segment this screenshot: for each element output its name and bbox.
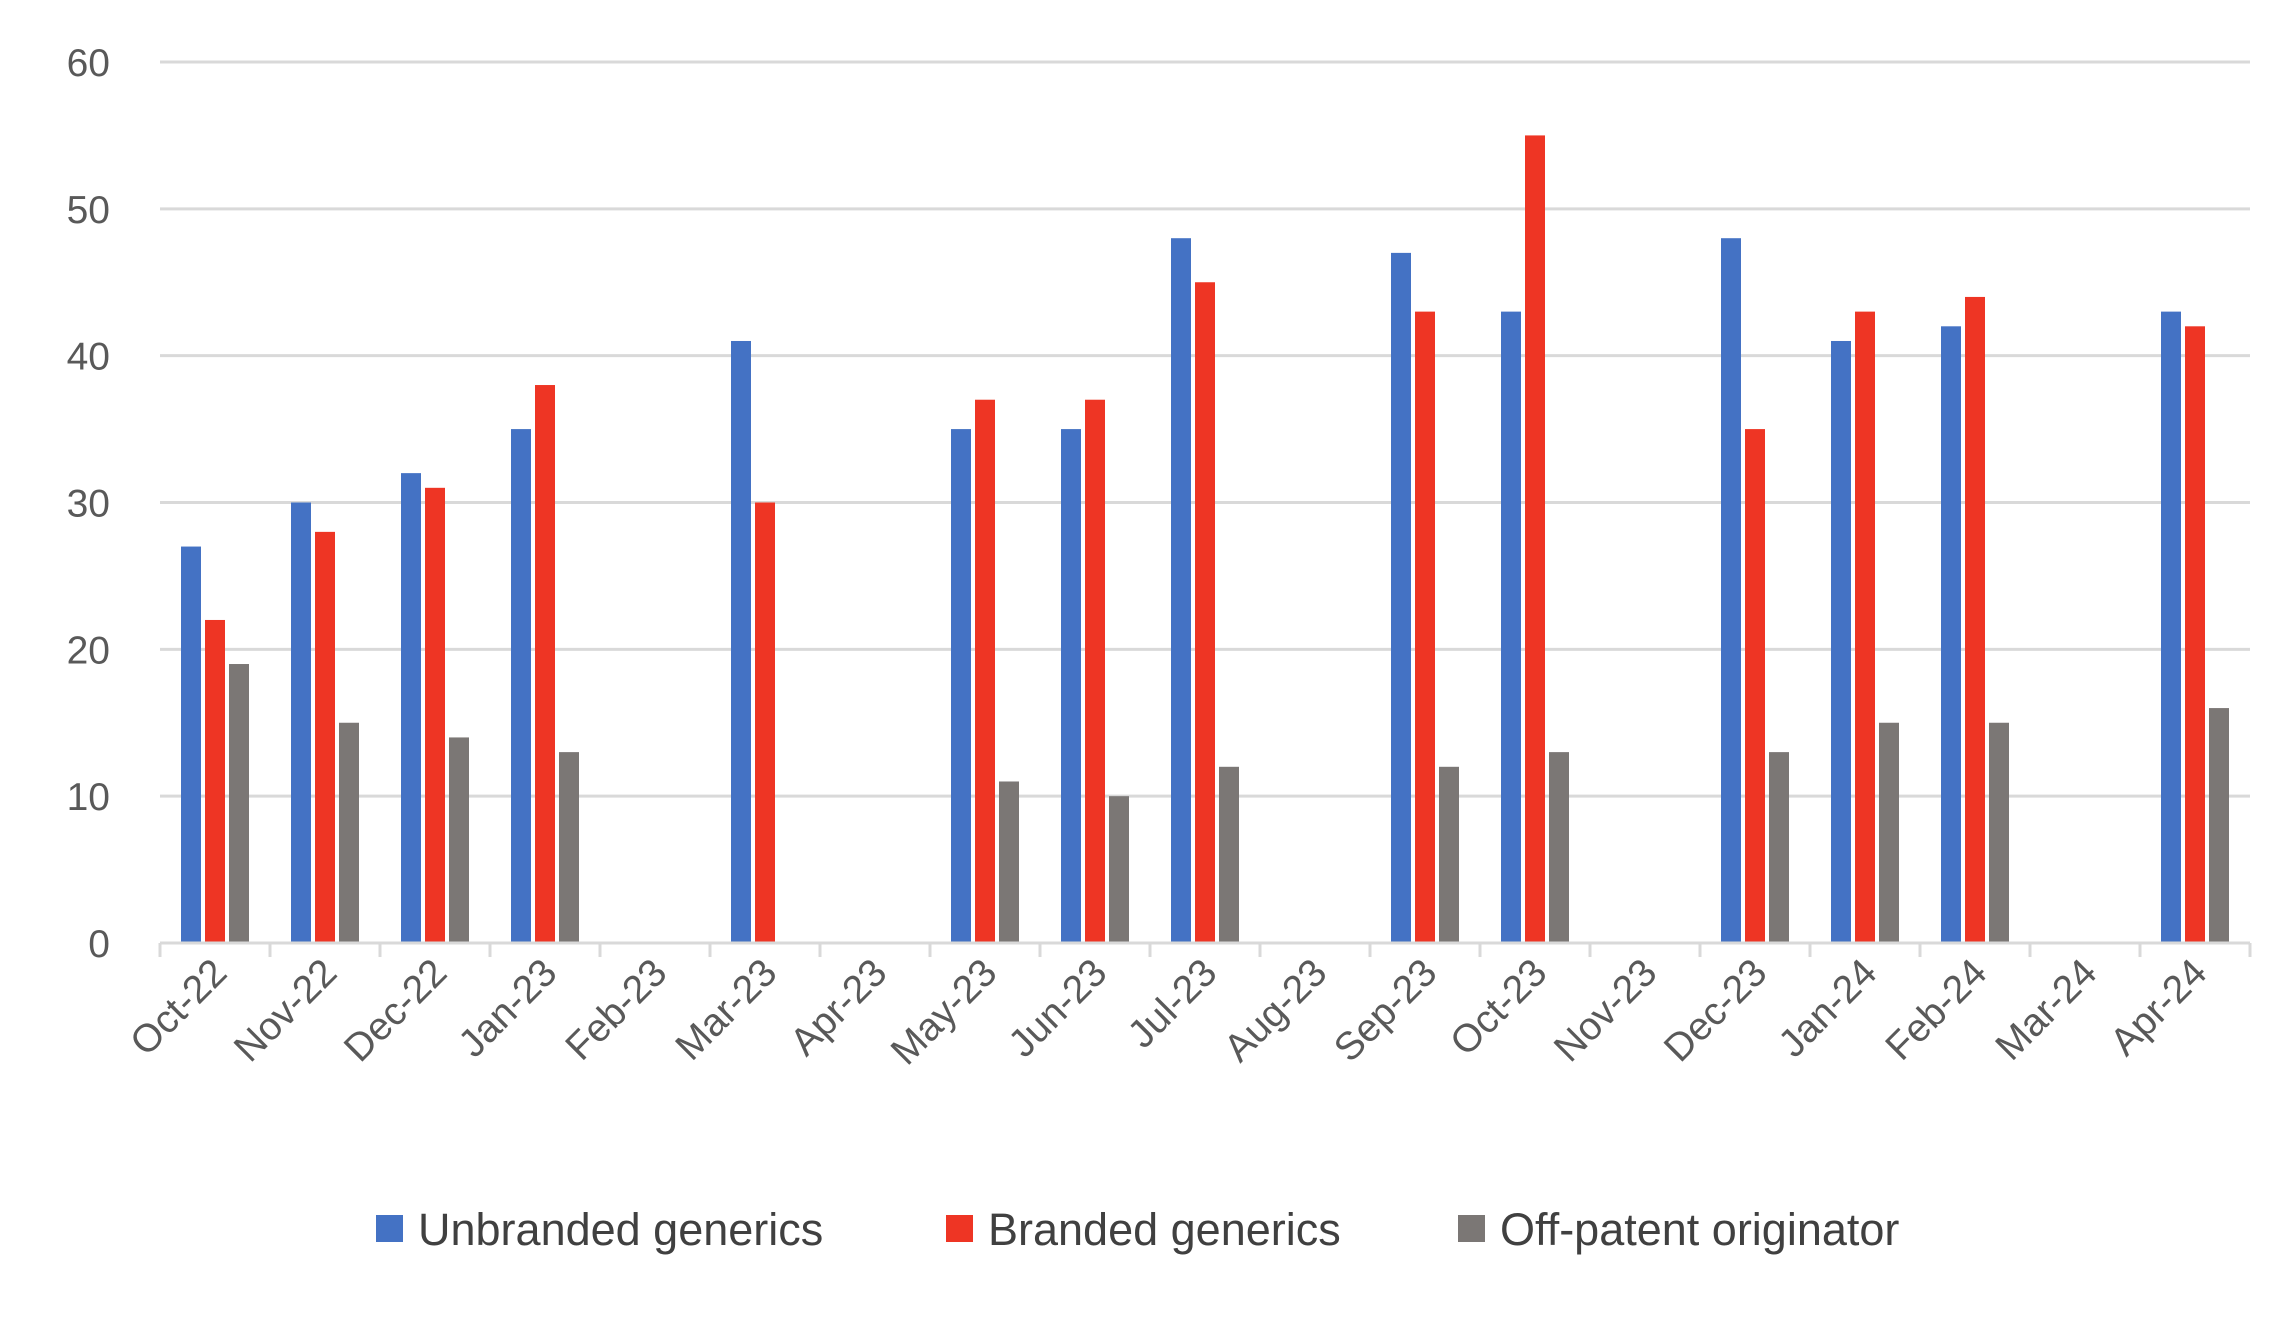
x-tick-label: Apr-23 [782, 951, 895, 1064]
x-tick-label: Dec-23 [1656, 951, 1775, 1070]
y-axis-ticks: 0 10 20 30 40 50 60 [67, 42, 110, 966]
bar-branded-generics [425, 487, 445, 943]
legend-swatch [946, 1215, 973, 1242]
legend-swatch [1458, 1215, 1485, 1242]
bar-off-patent-originator [1439, 766, 1459, 943]
x-tick-label: Jul-23 [1120, 951, 1226, 1057]
bar-branded-generics [535, 385, 555, 943]
bar-off-patent-originator [999, 781, 1019, 943]
x-tick-label: Sep-23 [1326, 951, 1445, 1070]
legend-label: Unbranded generics [418, 1204, 823, 1255]
x-axis-ticks: Oct-22Nov-22Dec-22Jan-23Feb-23Mar-23Apr-… [122, 951, 2215, 1073]
legend-label: Branded generics [988, 1204, 1341, 1255]
bar-unbranded-generics [1061, 429, 1081, 943]
bar-off-patent-originator [339, 722, 359, 943]
y-tick-label: 50 [67, 189, 110, 232]
y-tick-label: 10 [67, 776, 110, 819]
bar-off-patent-originator [229, 664, 249, 943]
bar-unbranded-generics [291, 502, 311, 943]
bar-unbranded-generics [1721, 238, 1741, 943]
y-tick-label: 30 [67, 483, 110, 526]
legend-label: Off-patent originator [1500, 1204, 1899, 1255]
x-tick-label: Jan-23 [451, 951, 566, 1066]
x-tick-label: May-23 [883, 951, 1005, 1073]
y-tick-label: 0 [88, 923, 110, 966]
x-tick-label: Feb-23 [558, 951, 676, 1069]
x-tick-label: Oct-22 [122, 951, 235, 1064]
x-tick-label: Jun-23 [1001, 951, 1116, 1066]
y-tick-label: 40 [67, 336, 110, 379]
bar-unbranded-generics [1941, 326, 1961, 943]
bar-off-patent-originator [1549, 752, 1569, 943]
bar-unbranded-generics [731, 340, 751, 943]
bar-unbranded-generics [1171, 238, 1191, 943]
legend-swatch [376, 1215, 403, 1242]
bar-off-patent-originator [1989, 722, 2009, 943]
bar-unbranded-generics [951, 429, 971, 943]
bar-unbranded-generics [1391, 252, 1411, 944]
bar-branded-generics [755, 502, 775, 943]
bar-unbranded-generics [1831, 340, 1851, 943]
bar-branded-generics [1745, 429, 1765, 943]
x-tick-label: Nov-23 [1546, 951, 1665, 1070]
bar-unbranded-generics [2161, 311, 2181, 943]
bar-branded-generics [315, 531, 335, 943]
bar-branded-generics [2185, 326, 2205, 943]
bar-off-patent-originator [449, 737, 469, 943]
legend: Unbranded generics Branded generics Off-pa… [376, 1204, 1899, 1255]
y-tick-label: 20 [67, 629, 110, 672]
bar-unbranded-generics [181, 546, 201, 943]
bar-off-patent-originator [1109, 796, 1129, 943]
bar-off-patent-originator [1219, 766, 1239, 943]
axes [158, 941, 2252, 957]
bar-off-patent-originator [1769, 752, 1789, 943]
bar-branded-generics [1415, 311, 1435, 943]
bar-unbranded-generics [511, 429, 531, 943]
bar-off-patent-originator [1879, 722, 1899, 943]
x-tick-label: Apr-24 [2102, 951, 2215, 1064]
x-tick-label: Aug-23 [1216, 951, 1335, 1070]
bar-branded-generics [975, 399, 995, 943]
bar-off-patent-originator [559, 752, 579, 943]
x-tick-label: Jan-24 [1771, 951, 1886, 1066]
x-tick-label: Dec-22 [336, 951, 455, 1070]
x-tick-label: Mar-24 [1988, 951, 2106, 1069]
bars [181, 135, 2229, 944]
x-tick-label: Oct-23 [1442, 951, 1555, 1064]
bar-branded-generics [1085, 399, 1105, 943]
bar-branded-generics [1855, 311, 1875, 943]
y-tick-label: 60 [67, 42, 110, 85]
bar-off-patent-originator [2209, 708, 2229, 943]
x-tick-label: Nov-22 [226, 951, 345, 1070]
x-tick-label: Feb-24 [1878, 951, 1996, 1069]
bar-branded-generics [205, 619, 225, 943]
bar-branded-generics [1195, 282, 1215, 943]
x-tick-label: Mar-23 [668, 951, 786, 1069]
bar-unbranded-generics [401, 473, 421, 943]
bar-branded-generics [1525, 135, 1545, 943]
bar-unbranded-generics [1501, 311, 1521, 943]
bar-branded-generics [1965, 296, 1985, 943]
